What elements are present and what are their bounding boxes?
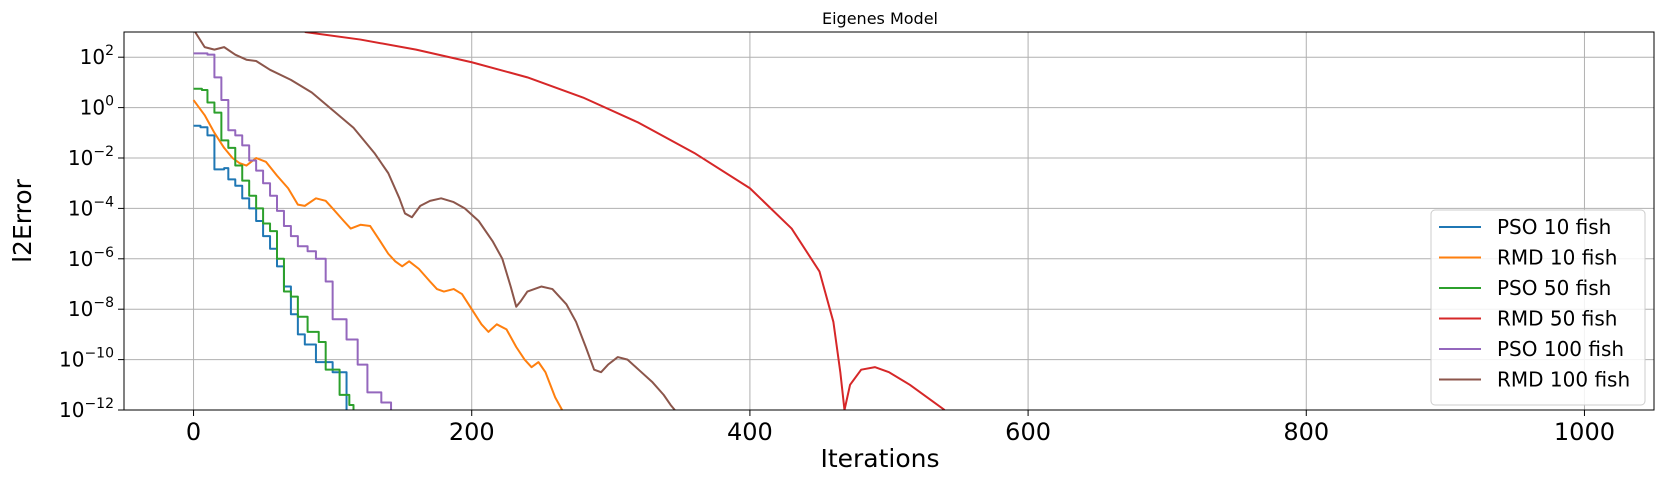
y-tick-label: 100 bbox=[80, 94, 114, 120]
series-line-pso-50-fish bbox=[193, 87, 355, 410]
legend-label: PSO 100 fish bbox=[1497, 337, 1624, 361]
y-axis-label: l2Error bbox=[8, 178, 37, 263]
x-tick-label: 0 bbox=[186, 418, 201, 446]
y-axis: 102 100 10−2 10−4 10−6 10−8 10−10 10−12 bbox=[59, 43, 124, 422]
x-tick-label: 200 bbox=[449, 418, 495, 446]
y-tick-label: 10−12 bbox=[59, 396, 114, 422]
y-tick-label: 10−10 bbox=[59, 346, 114, 372]
legend-box bbox=[1430, 209, 1646, 406]
x-axis: 0 200 400 600 800 1000 bbox=[186, 410, 1615, 446]
legend-label: RMD 10 fish bbox=[1497, 246, 1617, 270]
legend-label: RMD 100 fish bbox=[1497, 368, 1630, 392]
x-tick-label: 800 bbox=[1283, 418, 1329, 446]
series-line-rmd-100-fish bbox=[193, 32, 676, 410]
series-line-pso-100-fish bbox=[193, 52, 393, 410]
x-axis-label: Iterations bbox=[820, 444, 939, 473]
y-tick-label: 10−8 bbox=[68, 295, 114, 321]
y-tick-label: 10−4 bbox=[68, 194, 114, 220]
y-tick-label: 10−6 bbox=[68, 245, 114, 271]
legend-label: PSO 10 fish bbox=[1497, 215, 1611, 239]
x-tick-label: 1000 bbox=[1554, 418, 1615, 446]
y-tick-label: 10−2 bbox=[68, 144, 114, 170]
series-line-rmd-50-fish bbox=[304, 32, 946, 410]
legend-label: RMD 50 fish bbox=[1497, 307, 1617, 331]
plot-frame bbox=[123, 31, 1655, 411]
legend-label: PSO 50 fish bbox=[1497, 276, 1611, 300]
x-tick-label: 400 bbox=[727, 418, 773, 446]
grid bbox=[124, 32, 1654, 411]
series-line-rmd-10-fish bbox=[192, 99, 564, 410]
series-layer bbox=[192, 32, 946, 410]
chart-title: Eigenes Model bbox=[822, 9, 938, 28]
y-tick-label: 102 bbox=[80, 43, 114, 69]
legend: PSO 10 fish RMD 10 fish PSO 50 fish RMD 50 … bbox=[1430, 209, 1646, 406]
x-tick-label: 600 bbox=[1005, 418, 1051, 446]
